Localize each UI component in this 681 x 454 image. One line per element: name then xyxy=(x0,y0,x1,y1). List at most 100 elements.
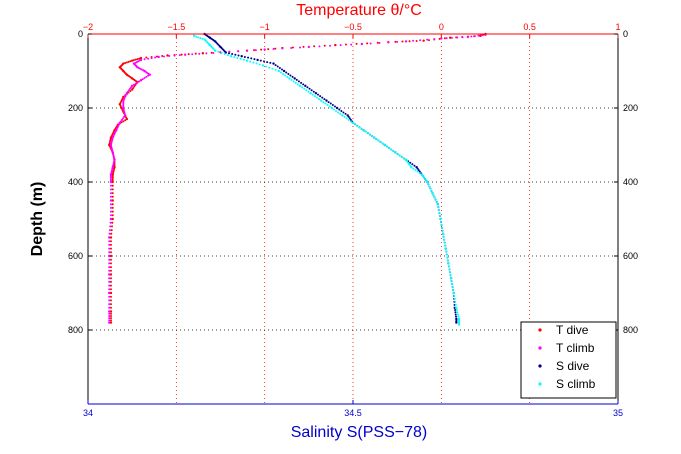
bottom-axis-title: Salinity S(PSS−78) xyxy=(291,424,428,441)
trace-dot xyxy=(321,96,324,99)
depth-tick-label-right: 600 xyxy=(623,251,638,261)
trace-dot xyxy=(150,57,153,60)
trace-dot xyxy=(302,45,305,48)
trace-dot xyxy=(109,319,112,322)
trace-dot xyxy=(368,133,371,136)
trace-dot xyxy=(311,93,314,96)
trace-dot xyxy=(255,62,258,65)
data-point xyxy=(109,236,113,239)
trace-dot xyxy=(444,244,447,247)
data-point xyxy=(240,55,243,58)
trace-dot xyxy=(307,90,310,93)
trace-dot xyxy=(276,65,279,68)
trace-dot xyxy=(108,277,111,280)
legend-marker xyxy=(538,382,542,386)
trace-dot xyxy=(111,175,114,178)
trace-dot xyxy=(388,146,391,149)
trace-dot xyxy=(294,81,297,84)
trace-dot xyxy=(108,303,111,306)
trace-dot xyxy=(112,130,115,133)
data-point xyxy=(109,310,113,313)
trace-dot xyxy=(313,45,316,48)
data-point xyxy=(139,56,143,60)
trace-dot xyxy=(145,75,148,78)
data-point xyxy=(282,69,286,73)
trace-dot xyxy=(340,109,343,112)
trace-dot xyxy=(407,161,410,164)
trace-dot xyxy=(223,52,226,55)
trace-dot xyxy=(398,154,401,157)
trace-dot xyxy=(333,105,336,108)
trace-dot xyxy=(447,265,450,268)
depth-tick-label-left: 0 xyxy=(78,29,83,39)
data-point xyxy=(360,42,364,46)
trace-dot xyxy=(108,295,111,298)
trace-dot xyxy=(147,57,150,60)
trace-dot xyxy=(113,132,116,135)
depth-tick-label-right: 200 xyxy=(623,103,638,113)
trace-dot xyxy=(111,203,114,206)
trace-dot xyxy=(406,160,409,163)
trace-dot xyxy=(318,98,321,101)
trace-dot xyxy=(371,135,374,138)
data-point xyxy=(410,166,413,169)
trace-dot xyxy=(470,35,473,38)
trace-dot xyxy=(446,259,449,262)
trace-dot xyxy=(308,87,311,90)
trace-dot xyxy=(274,47,277,50)
trace-dot xyxy=(195,35,198,38)
data-point xyxy=(148,73,152,76)
trace-dot xyxy=(108,284,111,287)
trace-dot xyxy=(120,118,123,121)
trace-dot xyxy=(109,314,112,317)
data-point xyxy=(426,180,429,184)
data-point xyxy=(108,236,111,239)
data-point xyxy=(245,59,249,62)
trace-dot xyxy=(344,112,347,115)
trace-dot xyxy=(301,86,304,89)
data-point xyxy=(139,79,143,82)
trace-dot xyxy=(125,61,128,64)
data-point xyxy=(320,99,323,102)
trace-dot xyxy=(108,240,111,243)
trace-dot xyxy=(134,58,137,61)
data-point xyxy=(192,34,196,38)
trace-dot xyxy=(233,56,236,59)
trace-dot xyxy=(231,52,234,55)
trace-dot xyxy=(108,319,111,322)
legend-label: T dive xyxy=(556,323,589,337)
trace-dot xyxy=(342,111,345,114)
data-point xyxy=(109,173,113,176)
data-point xyxy=(111,217,114,221)
trace-dot xyxy=(111,184,114,187)
trace-dot xyxy=(408,40,411,43)
data-point xyxy=(183,53,187,56)
trace-dot xyxy=(111,210,114,213)
trace-dot xyxy=(109,269,112,272)
trace-dot xyxy=(109,280,112,283)
series-s-climb xyxy=(192,34,461,326)
trace-dot xyxy=(437,209,440,212)
trace-dot xyxy=(234,53,237,56)
trace-dot xyxy=(451,286,454,289)
trace-dot xyxy=(111,178,114,181)
trace-dot xyxy=(109,251,112,254)
temperature-tick-label: −1 xyxy=(260,22,270,32)
trace-dot xyxy=(412,39,415,42)
temperature-tick-label: 0.5 xyxy=(523,22,536,32)
trace-dot xyxy=(141,78,144,81)
depth-tick-label-left: 800 xyxy=(68,325,83,335)
trace-dot xyxy=(364,130,367,133)
data-point xyxy=(341,114,344,117)
trace-dot xyxy=(418,172,421,175)
trace-dot xyxy=(456,36,459,39)
temperature-tick-label: −0.5 xyxy=(344,22,362,32)
trace-dot xyxy=(318,45,321,48)
trace-dot xyxy=(348,117,351,120)
trace-dot xyxy=(110,229,113,232)
trace-dot xyxy=(456,313,459,316)
data-point xyxy=(109,254,113,258)
data-point xyxy=(330,106,333,110)
trace-dot xyxy=(390,148,393,151)
trace-dot xyxy=(329,102,332,105)
